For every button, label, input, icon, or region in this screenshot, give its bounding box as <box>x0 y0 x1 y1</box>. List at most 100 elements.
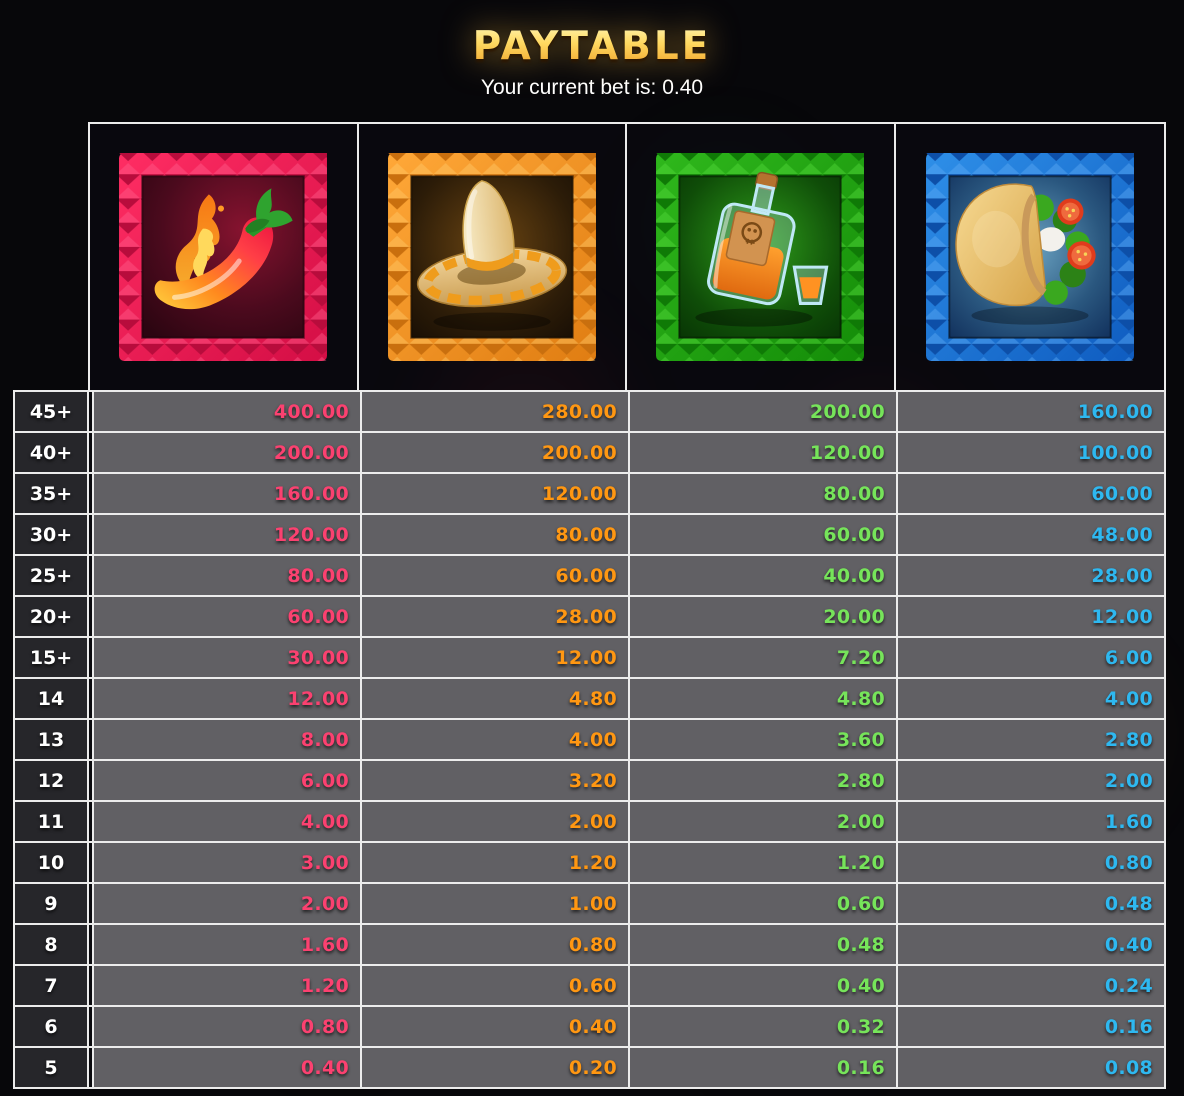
page-title: PAYTABLE <box>472 24 712 69</box>
pay-cell-chili-pepper: 120.00 <box>94 515 360 554</box>
pay-cell-chili-pepper: 60.00 <box>94 597 360 636</box>
count-cell: 7 <box>15 966 87 1005</box>
count-cell: 14 <box>15 679 87 718</box>
symbol-cell-sombrero <box>359 124 627 390</box>
pay-cell-tequila-bottle: 20.00 <box>630 597 896 636</box>
column-gap <box>89 884 92 923</box>
column-gap <box>89 433 92 472</box>
pay-cell-taco: 2.00 <box>898 761 1164 800</box>
pay-cell-chili-pepper: 1.60 <box>94 925 360 964</box>
pay-cell-chili-pepper: 12.00 <box>94 679 360 718</box>
pay-cell-tequila-bottle: 0.40 <box>630 966 896 1005</box>
pay-cell-tequila-bottle: 120.00 <box>630 433 896 472</box>
pay-cell-chili-pepper: 80.00 <box>94 556 360 595</box>
pay-cell-chili-pepper: 4.00 <box>94 802 360 841</box>
count-cell: 35+ <box>15 474 87 513</box>
pay-cell-taco: 100.00 <box>898 433 1164 472</box>
pay-cell-sombrero: 0.20 <box>362 1048 628 1087</box>
column-gap <box>89 556 92 595</box>
pay-cell-sombrero: 80.00 <box>362 515 628 554</box>
chili-pepper-icon <box>119 153 328 361</box>
count-cell: 9 <box>15 884 87 923</box>
count-cell: 5 <box>15 1048 87 1087</box>
column-gap <box>89 720 92 759</box>
pay-cell-chili-pepper: 200.00 <box>94 433 360 472</box>
count-cell: 8 <box>15 925 87 964</box>
pay-cell-sombrero: 28.00 <box>362 597 628 636</box>
count-cell: 13 <box>15 720 87 759</box>
column-gap <box>89 1007 92 1046</box>
pay-cell-tequila-bottle: 0.60 <box>630 884 896 923</box>
pay-cell-sombrero: 0.40 <box>362 1007 628 1046</box>
pay-cell-tequila-bottle: 0.48 <box>630 925 896 964</box>
pay-cell-tequila-bottle: 40.00 <box>630 556 896 595</box>
pay-cell-sombrero: 2.00 <box>362 802 628 841</box>
pay-cell-sombrero: 200.00 <box>362 433 628 472</box>
sombrero-icon <box>387 153 596 361</box>
paytable: 45+ 400.00 280.00 200.00 160.00 40+ 200.00 200.… <box>13 122 1166 1089</box>
pay-cell-sombrero: 280.00 <box>362 392 628 431</box>
column-gap <box>89 1048 92 1087</box>
pay-cell-sombrero: 60.00 <box>362 556 628 595</box>
pay-cell-taco: 160.00 <box>898 392 1164 431</box>
pay-cell-tequila-bottle: 1.20 <box>630 843 896 882</box>
paytable-header: PAYTABLE Your current bet is: 0.40 <box>0 24 1184 100</box>
column-gap <box>89 474 92 513</box>
count-cell: 30+ <box>15 515 87 554</box>
taco-icon <box>925 153 1134 361</box>
symbol-cell-chili-pepper <box>90 124 359 390</box>
count-cell: 15+ <box>15 638 87 677</box>
pay-cell-taco: 0.80 <box>898 843 1164 882</box>
pay-cell-tequila-bottle: 4.80 <box>630 679 896 718</box>
pay-cell-tequila-bottle: 60.00 <box>630 515 896 554</box>
pay-cell-sombrero: 4.80 <box>362 679 628 718</box>
pay-cell-chili-pepper: 160.00 <box>94 474 360 513</box>
count-cell: 20+ <box>15 597 87 636</box>
column-gap <box>89 843 92 882</box>
pay-cell-tequila-bottle: 7.20 <box>630 638 896 677</box>
pay-cell-tequila-bottle: 2.00 <box>630 802 896 841</box>
pay-cell-sombrero: 4.00 <box>362 720 628 759</box>
pay-cell-chili-pepper: 6.00 <box>94 761 360 800</box>
pay-cell-sombrero: 0.80 <box>362 925 628 964</box>
pay-cell-sombrero: 1.20 <box>362 843 628 882</box>
count-cell: 11 <box>15 802 87 841</box>
pay-cell-taco: 0.08 <box>898 1048 1164 1087</box>
column-gap <box>89 597 92 636</box>
pay-cell-tequila-bottle: 0.16 <box>630 1048 896 1087</box>
current-bet-text: Your current bet is: 0.40 <box>480 76 704 99</box>
column-gap <box>89 515 92 554</box>
pay-cell-chili-pepper: 3.00 <box>94 843 360 882</box>
pay-cell-taco: 2.80 <box>898 720 1164 759</box>
pay-cell-taco: 0.16 <box>898 1007 1164 1046</box>
count-cell: 12 <box>15 761 87 800</box>
tequila-bottle-icon <box>656 153 865 361</box>
pay-cell-taco: 0.40 <box>898 925 1164 964</box>
pay-cell-chili-pepper: 0.80 <box>94 1007 360 1046</box>
column-gap <box>89 638 92 677</box>
pay-cell-sombrero: 0.60 <box>362 966 628 1005</box>
pay-cell-tequila-bottle: 2.80 <box>630 761 896 800</box>
column-gap <box>89 392 92 431</box>
symbol-header-row <box>88 122 1166 392</box>
column-gap <box>89 761 92 800</box>
pay-cell-chili-pepper: 8.00 <box>94 720 360 759</box>
pay-cell-taco: 48.00 <box>898 515 1164 554</box>
count-cell: 6 <box>15 1007 87 1046</box>
pay-cell-taco: 6.00 <box>898 638 1164 677</box>
pay-cell-chili-pepper: 0.40 <box>94 1048 360 1087</box>
paytable-grid: 45+ 400.00 280.00 200.00 160.00 40+ 200.00 200.… <box>13 390 1166 1089</box>
pay-cell-sombrero: 3.20 <box>362 761 628 800</box>
count-cell: 25+ <box>15 556 87 595</box>
pay-cell-tequila-bottle: 200.00 <box>630 392 896 431</box>
pay-cell-sombrero: 1.00 <box>362 884 628 923</box>
pay-cell-taco: 28.00 <box>898 556 1164 595</box>
column-gap <box>89 925 92 964</box>
pay-cell-chili-pepper: 2.00 <box>94 884 360 923</box>
pay-cell-chili-pepper: 1.20 <box>94 966 360 1005</box>
pay-cell-tequila-bottle: 3.60 <box>630 720 896 759</box>
column-gap <box>89 966 92 1005</box>
column-gap <box>89 802 92 841</box>
count-cell: 40+ <box>15 433 87 472</box>
pay-cell-chili-pepper: 400.00 <box>94 392 360 431</box>
